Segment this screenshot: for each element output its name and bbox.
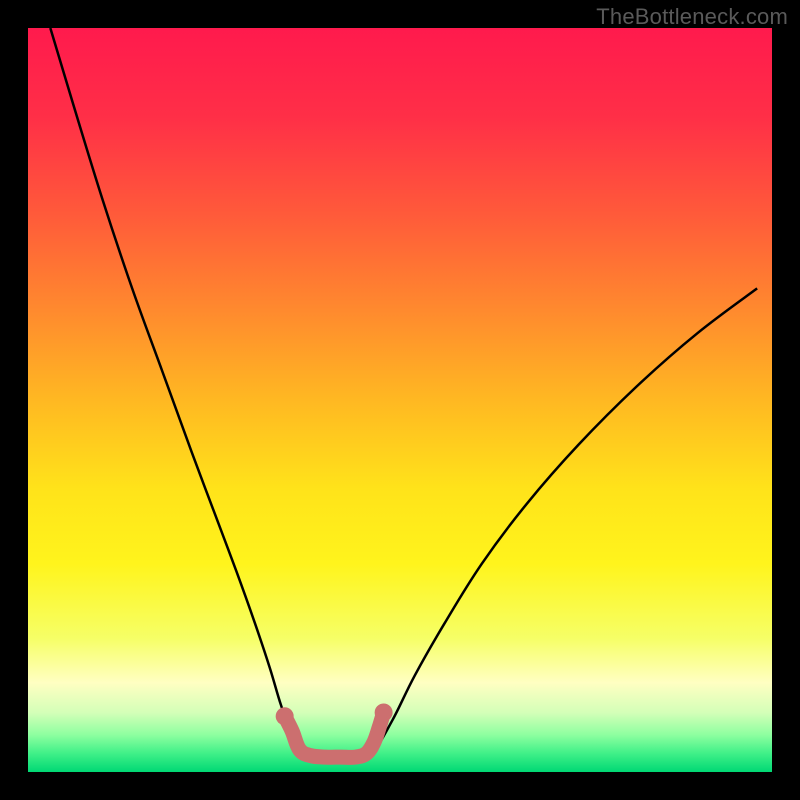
watermark-text: TheBottleneck.com [596,4,788,30]
highlight-endpoint-0 [276,707,294,725]
bottleneck-curve-chart [0,0,800,800]
chart-frame: TheBottleneck.com [0,0,800,800]
highlight-endpoint-1 [375,703,393,721]
gradient-background [28,28,772,772]
